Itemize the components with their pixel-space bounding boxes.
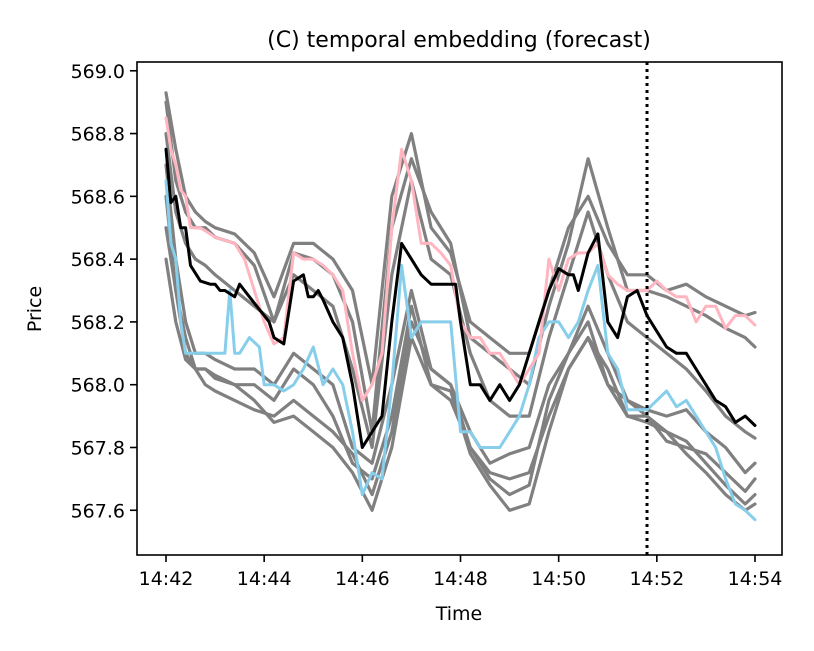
x-tick-label: 14:44 <box>237 568 292 590</box>
series-line-member-7 <box>164 257 757 512</box>
series-line-lower <box>164 179 757 522</box>
plot-frame <box>136 61 783 556</box>
x-tick-label: 14:50 <box>531 568 586 590</box>
x-tick-label: 14:54 <box>728 568 783 590</box>
series-line-mean <box>164 147 757 449</box>
x-tick-label: 14:48 <box>433 568 488 590</box>
y-tick-label: 567.6 <box>71 500 125 522</box>
y-tick-label: 568.2 <box>71 312 125 334</box>
y-tick-label: 567.8 <box>71 437 125 459</box>
x-tick-label: 14:42 <box>139 568 194 590</box>
x-axis-label: Time <box>435 603 483 625</box>
y-tick-label: 568.0 <box>71 375 125 397</box>
series-line-member-6 <box>164 132 757 450</box>
y-tick-label: 568.4 <box>71 249 125 271</box>
y-axis-label: Price <box>24 286 46 332</box>
x-tick-label: 14:52 <box>629 568 684 590</box>
y-tick-label: 568.6 <box>71 186 125 208</box>
y-tick-label: 568.8 <box>71 124 125 146</box>
y-tick-label: 569.0 <box>71 61 125 83</box>
x-tick-label: 14:46 <box>335 568 390 590</box>
ticks-layer: 14:42 14:44 14:46 14:48 14:50 14:52 14:54 567.6… <box>71 61 783 590</box>
chart-title: (C) temporal embedding (forecast) <box>267 28 651 53</box>
series-layer <box>164 91 757 522</box>
series-line-upper <box>164 116 757 402</box>
series-line-member-5 <box>164 226 757 497</box>
